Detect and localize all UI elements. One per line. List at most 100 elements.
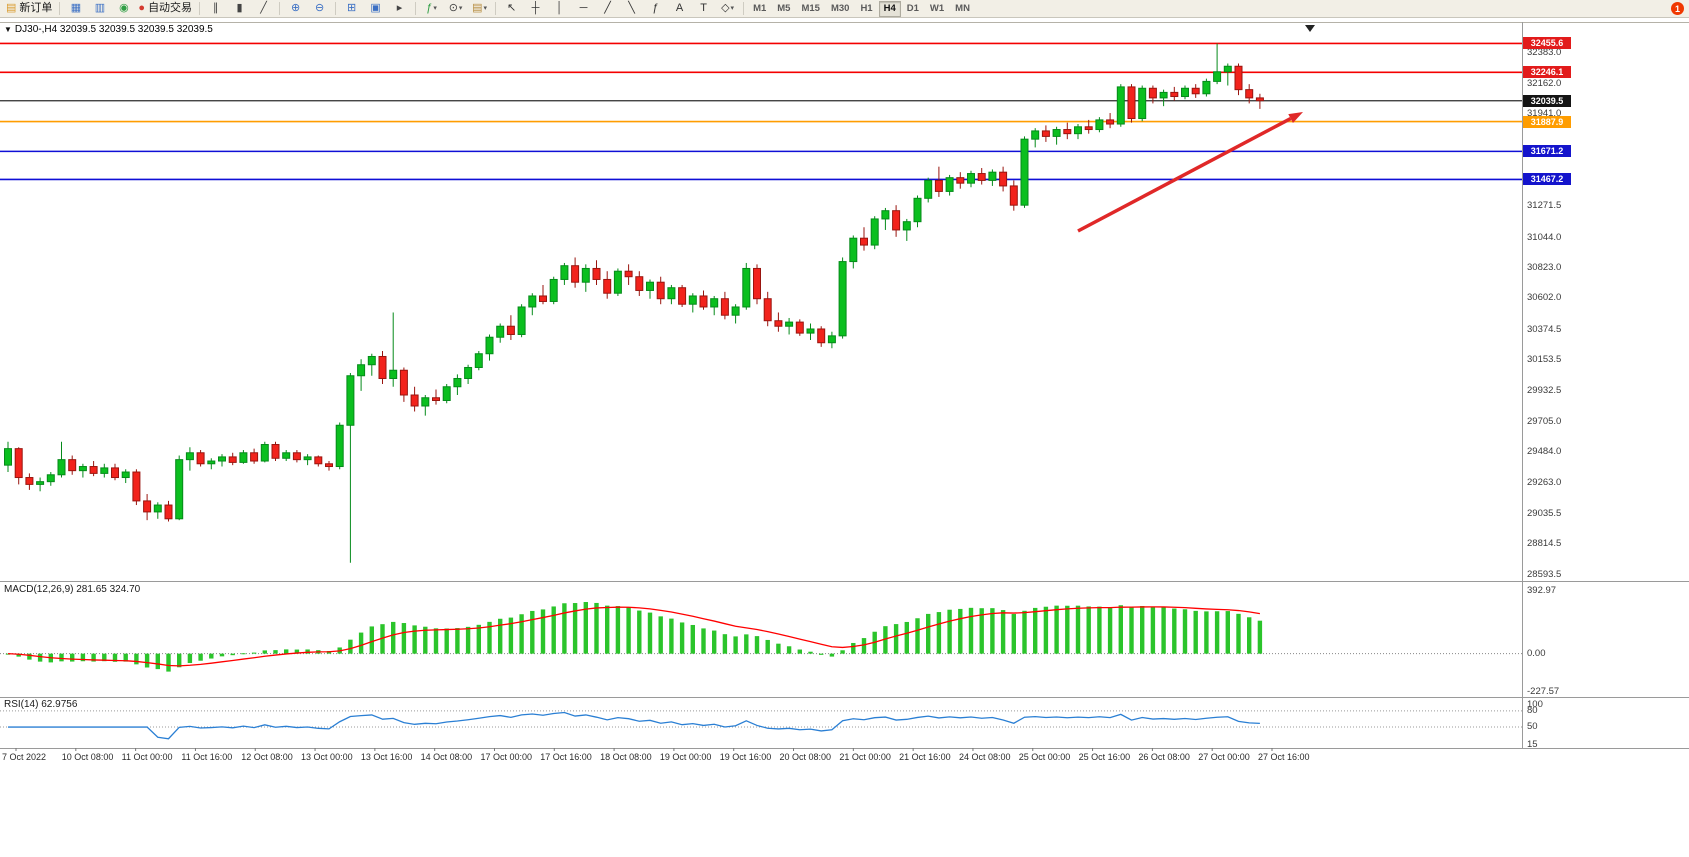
timeframe-d1-button[interactable]: D1 [906, 3, 919, 14]
chart-shift-button[interactable]: ▸ [388, 0, 411, 17]
toolbar-separator [495, 2, 497, 15]
timeframe-buttons: M1 M5 M15 M30 H1 H4 D1 W1 MN [748, 0, 975, 17]
zoom-out-icon: ⊖ [314, 2, 325, 14]
rsi-axis-label: 15 [1527, 739, 1538, 750]
chart-shift-marker[interactable] [1305, 25, 1315, 32]
macd-signal-line [7, 606, 1261, 667]
line-chart-button[interactable]: ╱ [252, 0, 275, 17]
rsi-line [8, 711, 1260, 740]
time-axis-label: 17 Oct 16:00 [540, 752, 592, 762]
time-axis-label: 13 Oct 00:00 [301, 752, 353, 762]
new-order-button[interactable]: ▤ 新订单 [3, 0, 55, 17]
timeframe-m1-button[interactable]: M1 [753, 3, 767, 14]
macd-axis-label: 0.00 [1527, 647, 1546, 659]
charts-window-icon: ▦ [70, 2, 82, 14]
time-axis-label: 19 Oct 16:00 [719, 752, 772, 762]
ohlc-bars-icon: ∥ [212, 2, 219, 14]
shapes-button[interactable]: ◇ ▾ [716, 0, 739, 17]
timeframe-h4-button[interactable]: H4 [878, 0, 901, 17]
toolbar-separator [59, 2, 61, 15]
chart-menu-icon[interactable]: ▼ [4, 25, 12, 34]
new-order-icon: ▤ [6, 2, 17, 14]
trend-arrow[interactable] [1077, 116, 1292, 233]
auto-trading-button[interactable]: ● 自动交易 [135, 0, 195, 17]
macd-label: MACD(12,26,9) 281.65 324.70 [4, 584, 140, 595]
channel-button[interactable]: ╲ [620, 0, 643, 17]
timeframe-mn-button[interactable]: MN [955, 3, 970, 14]
text-label-button[interactable]: T [692, 0, 715, 17]
crosshair-button[interactable]: ┼ [524, 0, 547, 17]
fibonacci-button[interactable]: ƒ [644, 0, 667, 17]
indicators-button[interactable]: ƒ ▾ [420, 0, 443, 17]
time-axis-label: 12 Oct 08:00 [241, 752, 293, 762]
timeframe-m15-button[interactable]: M15 [801, 3, 820, 14]
timeframe-m30-button[interactable]: M30 [830, 3, 850, 14]
price-axis-label: 29705.0 [1527, 415, 1562, 427]
text-button[interactable]: A [668, 0, 691, 17]
cursor-button[interactable]: ↖ [500, 0, 523, 17]
price-axis-label: 29263.0 [1527, 476, 1562, 488]
line-chart-icon: ╱ [260, 2, 267, 14]
new-order-icon: ▤ [6, 1, 16, 16]
text-label-icon: T [700, 2, 707, 14]
time-axis-label: 11 Oct 16:00 [181, 752, 233, 762]
charts-window-button[interactable]: ▦ [64, 0, 87, 17]
community-button[interactable]: ◉ [112, 0, 135, 17]
toolbar-separator [335, 2, 337, 15]
rsi-axis-label: 50 [1527, 721, 1538, 733]
periods-button[interactable]: ⊙ ▾ [444, 0, 467, 17]
auto-arrange-button[interactable]: ▣ [364, 0, 387, 17]
tile-windows-icon: ⊞ [346, 2, 357, 14]
trendline-icon: ╱ [604, 2, 611, 14]
new-order-label: 新订单 [19, 2, 53, 14]
time-axis-label: 24 Oct 08:00 [958, 752, 1011, 762]
templates-icon: ▤ [472, 2, 483, 14]
price-axis-label: 31271.5 [1527, 200, 1562, 212]
vertical-line-button[interactable]: │ [548, 0, 571, 17]
time-axis-label: 10 Oct 08:00 [61, 752, 114, 762]
ohlc-bars-button[interactable]: ∥ [204, 0, 227, 17]
price-badge: 32246.1 [1523, 66, 1571, 79]
price-axis-label: 31941.0 [1527, 108, 1562, 120]
toolbar-group-shortcuts: ▦ ▥ ◉ [64, 0, 135, 17]
price-axis-label: 29035.5 [1527, 507, 1562, 519]
price-axis-label: 30153.5 [1527, 354, 1562, 366]
templates-button[interactable]: ▤ ▾ [468, 0, 491, 17]
price-axis-label: 29484.0 [1527, 446, 1562, 458]
zoom-in-button[interactable]: ⊕ [284, 0, 307, 17]
price-badge: 32039.5 [1523, 94, 1571, 107]
market-watch-button[interactable]: ▥ [88, 0, 111, 17]
toolbar-group-windows: ⊞ ▣ ▸ [340, 0, 411, 17]
price-axis-label: 29932.5 [1527, 384, 1562, 396]
tile-windows-button[interactable]: ⊞ [340, 0, 363, 17]
price-axis-label: 32383.0 [1527, 47, 1562, 59]
time-axis-label: 26 Oct 08:00 [1138, 752, 1190, 762]
trendline-button[interactable]: ╱ [596, 0, 619, 17]
timeframe-h1-button[interactable]: H1 [860, 3, 873, 14]
rsi-axis-label: 80 [1527, 704, 1538, 716]
toolbar-separator [415, 2, 417, 15]
horizontal-line-button[interactable]: ─ [572, 0, 595, 17]
timeframe-w1-button[interactable]: W1 [929, 3, 945, 14]
auto-arrange-icon: ▣ [370, 2, 381, 14]
time-axis-label: 27 Oct 16:00 [1258, 752, 1310, 762]
chevron-down-icon: ▾ [458, 5, 463, 12]
candlestick-button[interactable]: ▮ [228, 0, 251, 17]
price-badge: 31671.2 [1523, 145, 1571, 158]
market-watch-icon: ▥ [94, 2, 106, 14]
auto-trading-icon: ● [138, 1, 145, 16]
shapes-icon: ◇ [721, 2, 730, 14]
indicators-icon: ƒ [426, 2, 433, 14]
timeframe-m5-button[interactable]: M5 [777, 3, 791, 14]
price-axis-label: 30374.5 [1527, 323, 1562, 335]
auto-trading-label: 自动交易 [148, 2, 193, 14]
zoom-out-button[interactable]: ⊖ [308, 0, 331, 17]
trend-arrow-head[interactable] [1288, 112, 1303, 123]
notification-badge[interactable]: 1 [1671, 2, 1684, 15]
fibonacci-icon: ƒ [652, 2, 659, 14]
time-axis-label: 7 Oct 2022 [2, 752, 47, 762]
time-axis-label: 25 Oct 16:00 [1078, 752, 1131, 762]
price-badge: 31467.2 [1523, 173, 1571, 186]
